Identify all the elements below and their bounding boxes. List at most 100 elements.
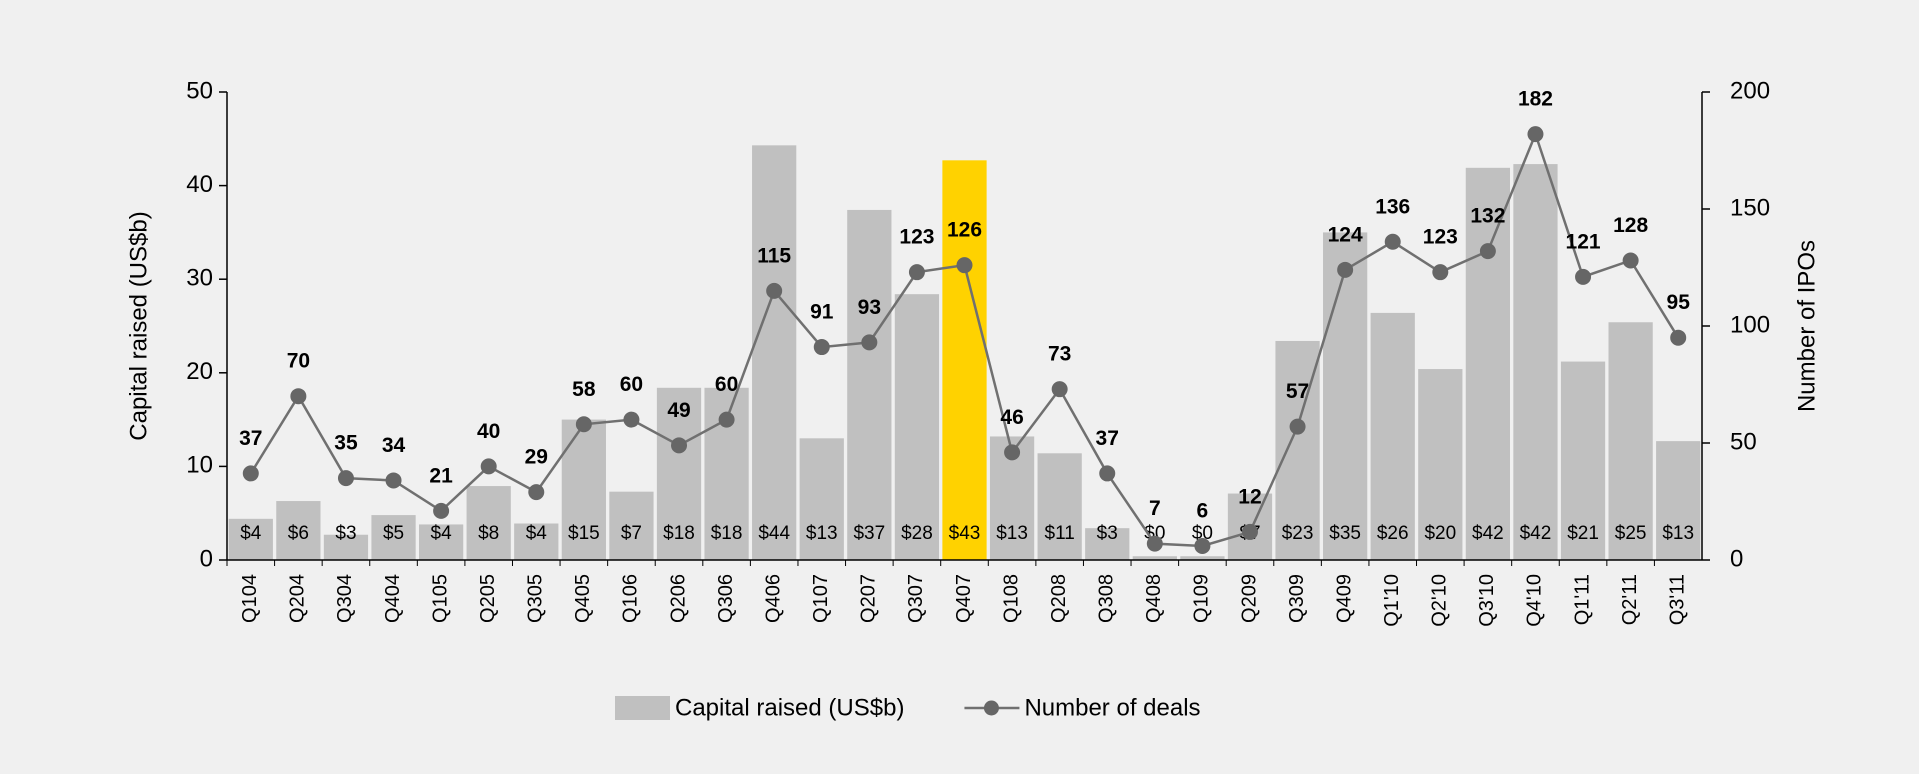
line-value-label: 93: [858, 296, 881, 319]
line-marker: [908, 264, 925, 281]
line-value-label: 60: [620, 373, 643, 396]
bar-value-label: $5: [383, 523, 404, 544]
bar: [1085, 528, 1130, 560]
line-value-label: 70: [287, 350, 310, 373]
bar-value-label: $18: [663, 523, 695, 544]
line-value-label: 21: [429, 464, 453, 487]
line-marker: [1051, 381, 1068, 398]
line-marker: [623, 411, 640, 428]
x-tick-label: Q1'11: [1571, 574, 1593, 625]
x-tick-label: Q2'10: [1429, 574, 1451, 627]
x-tick-label: Q407: [953, 574, 975, 623]
x-tick-label: Q109: [1191, 574, 1213, 623]
line-value-label: 57: [1286, 380, 1309, 403]
line-value-label: 124: [1328, 223, 1363, 246]
line-value-label: 46: [1000, 406, 1023, 429]
bar: [561, 419, 606, 560]
y-tick-label: 50: [186, 77, 213, 104]
legend-label: Capital raised (US$b): [675, 694, 904, 721]
line-marker: [1289, 418, 1306, 435]
y2-tick-label: 50: [1730, 428, 1757, 455]
line-marker: [1527, 126, 1544, 143]
bar-value-label: $7: [621, 523, 642, 544]
bar-value-label: $44: [758, 523, 790, 544]
bar-value-label: $42: [1472, 523, 1504, 544]
line-marker: [1479, 243, 1496, 260]
x-tick-label: Q406: [762, 574, 784, 623]
legend-swatch: [615, 696, 670, 720]
bar-value-label: $4: [240, 523, 262, 544]
x-tick-label: Q105: [429, 574, 451, 623]
x-tick-label: Q3'11: [1666, 574, 1688, 625]
bar: [418, 524, 464, 560]
x-tick-label: Q306: [715, 574, 737, 623]
bar: [656, 387, 702, 560]
bar-value-label: $42: [1520, 523, 1552, 544]
bar-value-label: $0: [1192, 523, 1213, 544]
y-tick-label: 20: [186, 358, 213, 385]
bar: [1180, 556, 1225, 560]
legend-marker: [983, 700, 999, 716]
line-marker: [671, 437, 688, 454]
bar: [276, 501, 321, 560]
bar-value-label: $23: [1282, 523, 1314, 544]
x-tick-label: Q307: [905, 574, 927, 623]
x-tick-label: Q209: [1238, 574, 1260, 623]
y2-tick-label: 200: [1730, 77, 1770, 104]
x-tick-label: Q104: [239, 574, 261, 623]
x-tick-label: Q405: [572, 574, 594, 623]
line-marker: [1432, 264, 1449, 281]
line-marker: [766, 282, 783, 299]
bar: [1370, 312, 1415, 560]
line-marker: [956, 257, 973, 274]
bar-value-label: $43: [949, 523, 981, 544]
line-value-label: 58: [572, 378, 596, 401]
x-tick-label: Q4'10: [1524, 574, 1546, 627]
line-marker: [242, 465, 259, 482]
line-value-label: 136: [1375, 195, 1410, 218]
bar: [228, 518, 273, 560]
line-marker: [1004, 444, 1021, 461]
bar-value-label: $35: [1329, 523, 1361, 544]
x-tick-label: Q305: [525, 574, 547, 623]
x-tick-label: Q208: [1048, 574, 1070, 623]
x-tick-label: Q2'11: [1619, 574, 1641, 625]
bar-value-label: $25: [1615, 523, 1647, 544]
y2-tick-label: 0: [1730, 545, 1743, 572]
bar: [1418, 369, 1463, 560]
bar-value-label: $4: [431, 523, 453, 544]
bar: [1323, 232, 1368, 560]
line-value-label: 37: [1096, 427, 1119, 450]
line-marker: [480, 458, 497, 475]
bar-value-label: $3: [335, 523, 356, 544]
y-axis-label: Capital raised (US$b): [125, 211, 152, 440]
line-value-label: 95: [1667, 291, 1691, 314]
bar: [752, 145, 797, 561]
x-tick-label: Q107: [810, 574, 832, 623]
line-marker: [1099, 465, 1116, 482]
line-value-label: 12: [1238, 485, 1261, 508]
line-value-label: 34: [382, 434, 406, 457]
line-marker: [1194, 537, 1211, 554]
bar-value-label: $18: [711, 523, 743, 544]
x-tick-label: Q1'10: [1381, 574, 1403, 627]
bar-value-label: $13: [996, 523, 1028, 544]
bar: [609, 491, 654, 560]
line-marker: [1241, 523, 1258, 540]
y-tick-label: 10: [186, 452, 213, 479]
x-tick-label: Q108: [1000, 574, 1022, 623]
x-tick-label: Q204: [287, 574, 309, 623]
line-value-label: 49: [667, 399, 690, 422]
bar: [1132, 556, 1177, 560]
x-tick-label: Q206: [667, 574, 689, 623]
bar: [1608, 322, 1653, 560]
x-tick-label: Q308: [1096, 574, 1118, 623]
line-value-label: 91: [810, 301, 834, 324]
line-marker: [813, 339, 830, 356]
bar: [371, 515, 416, 560]
bar: [1560, 361, 1606, 560]
line-marker: [861, 334, 878, 351]
line-marker: [575, 416, 592, 433]
line-marker: [290, 388, 307, 405]
